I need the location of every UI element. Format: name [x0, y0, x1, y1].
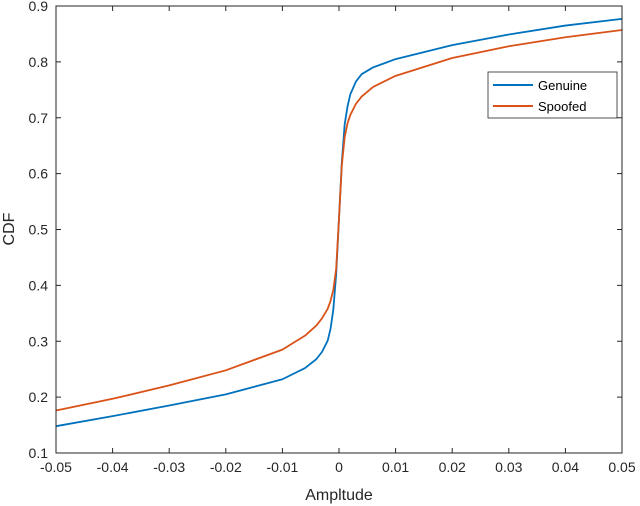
y-axis-label: CDF	[1, 212, 18, 245]
x-tick-label: -0.05	[40, 459, 72, 475]
y-tick-label: 0.3	[29, 333, 49, 349]
y-tick-label: 0.8	[29, 54, 49, 70]
x-tick-label: -0.04	[97, 459, 129, 475]
x-tick-label: 0.01	[382, 459, 409, 475]
legend-label-spoofed: Spoofed	[538, 99, 586, 114]
x-tick-label: 0.02	[439, 459, 466, 475]
y-tick-label: 0.6	[29, 166, 49, 182]
y-tick-label: 0.1	[29, 445, 49, 461]
y-axis: 0.1 0.2 0.3 0.4 0.5 0.6 0.7 0.8 0.9	[29, 0, 622, 461]
y-tick-label: 0.5	[29, 222, 49, 238]
y-tick-label: 0.4	[29, 277, 49, 293]
y-tick-label: 0.7	[29, 110, 49, 126]
x-tick-label: -0.03	[153, 459, 185, 475]
x-tick-label: 0	[335, 459, 343, 475]
x-tick-label: -0.01	[266, 459, 298, 475]
x-tick-label: 0.05	[608, 459, 635, 475]
legend: Genuine Spoofed	[487, 71, 618, 119]
x-axis-label: Ampltude	[305, 487, 373, 504]
series-layer	[55, 17, 623, 428]
legend-box	[487, 71, 618, 119]
legend-label-genuine: Genuine	[538, 78, 587, 93]
x-tick-label: 0.04	[552, 459, 579, 475]
series-line-spoofed	[55, 29, 623, 412]
x-tick-label: 0.03	[495, 459, 522, 475]
x-axis: -0.05 -0.04 -0.03 -0.02 -0.01 0 0.01 0.02 0.03 0.…	[40, 6, 636, 475]
y-tick-label: 0.2	[29, 389, 49, 405]
y-tick-label: 0.9	[29, 0, 49, 14]
x-tick-label: -0.02	[210, 459, 242, 475]
